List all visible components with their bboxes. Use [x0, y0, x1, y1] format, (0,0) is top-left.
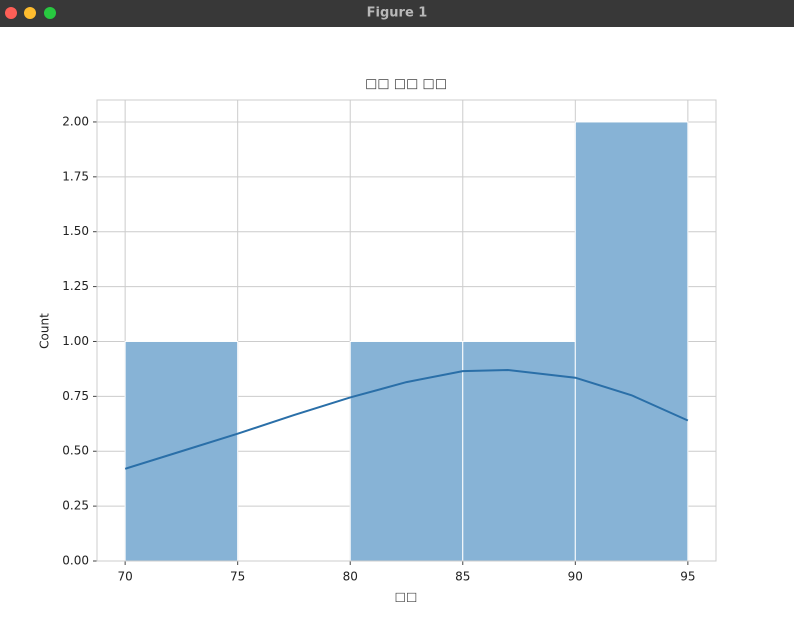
y-tick-label: 0.25: [62, 499, 89, 513]
bar: [574, 121, 689, 562]
y-tick-label: 2.00: [62, 114, 89, 128]
window-title: Figure 1: [367, 6, 428, 21]
x-tick-label: 70: [117, 570, 132, 584]
x-axis-label: □□: [395, 590, 418, 604]
bar: [349, 340, 464, 562]
x-tick-label: 95: [680, 570, 695, 584]
y-tick-label: 1.00: [62, 334, 89, 348]
y-axis-label: Count: [38, 313, 52, 349]
y-tick-label: 0.50: [62, 444, 89, 458]
bar: [462, 340, 576, 562]
plot-frame: [96, 99, 717, 562]
y-tick-label: 0.00: [62, 554, 89, 568]
kde-line: [124, 369, 689, 470]
title-bar: [0, 0, 794, 27]
y-tick-label: 1.75: [62, 169, 89, 183]
x-tick-label: 85: [455, 570, 470, 584]
x-tick-label: 90: [568, 570, 583, 584]
y-tick-label: 1.50: [62, 224, 89, 238]
y-tick-label: 1.25: [62, 279, 89, 293]
close-button[interactable]: [5, 7, 17, 19]
zoom-button[interactable]: [44, 7, 56, 19]
x-tick-label: 75: [230, 570, 245, 584]
chart-title: □□ □□ □□: [365, 77, 447, 92]
minimize-button[interactable]: [24, 7, 36, 19]
x-tick-label: 80: [343, 570, 358, 584]
y-tick-label: 0.75: [62, 389, 89, 403]
